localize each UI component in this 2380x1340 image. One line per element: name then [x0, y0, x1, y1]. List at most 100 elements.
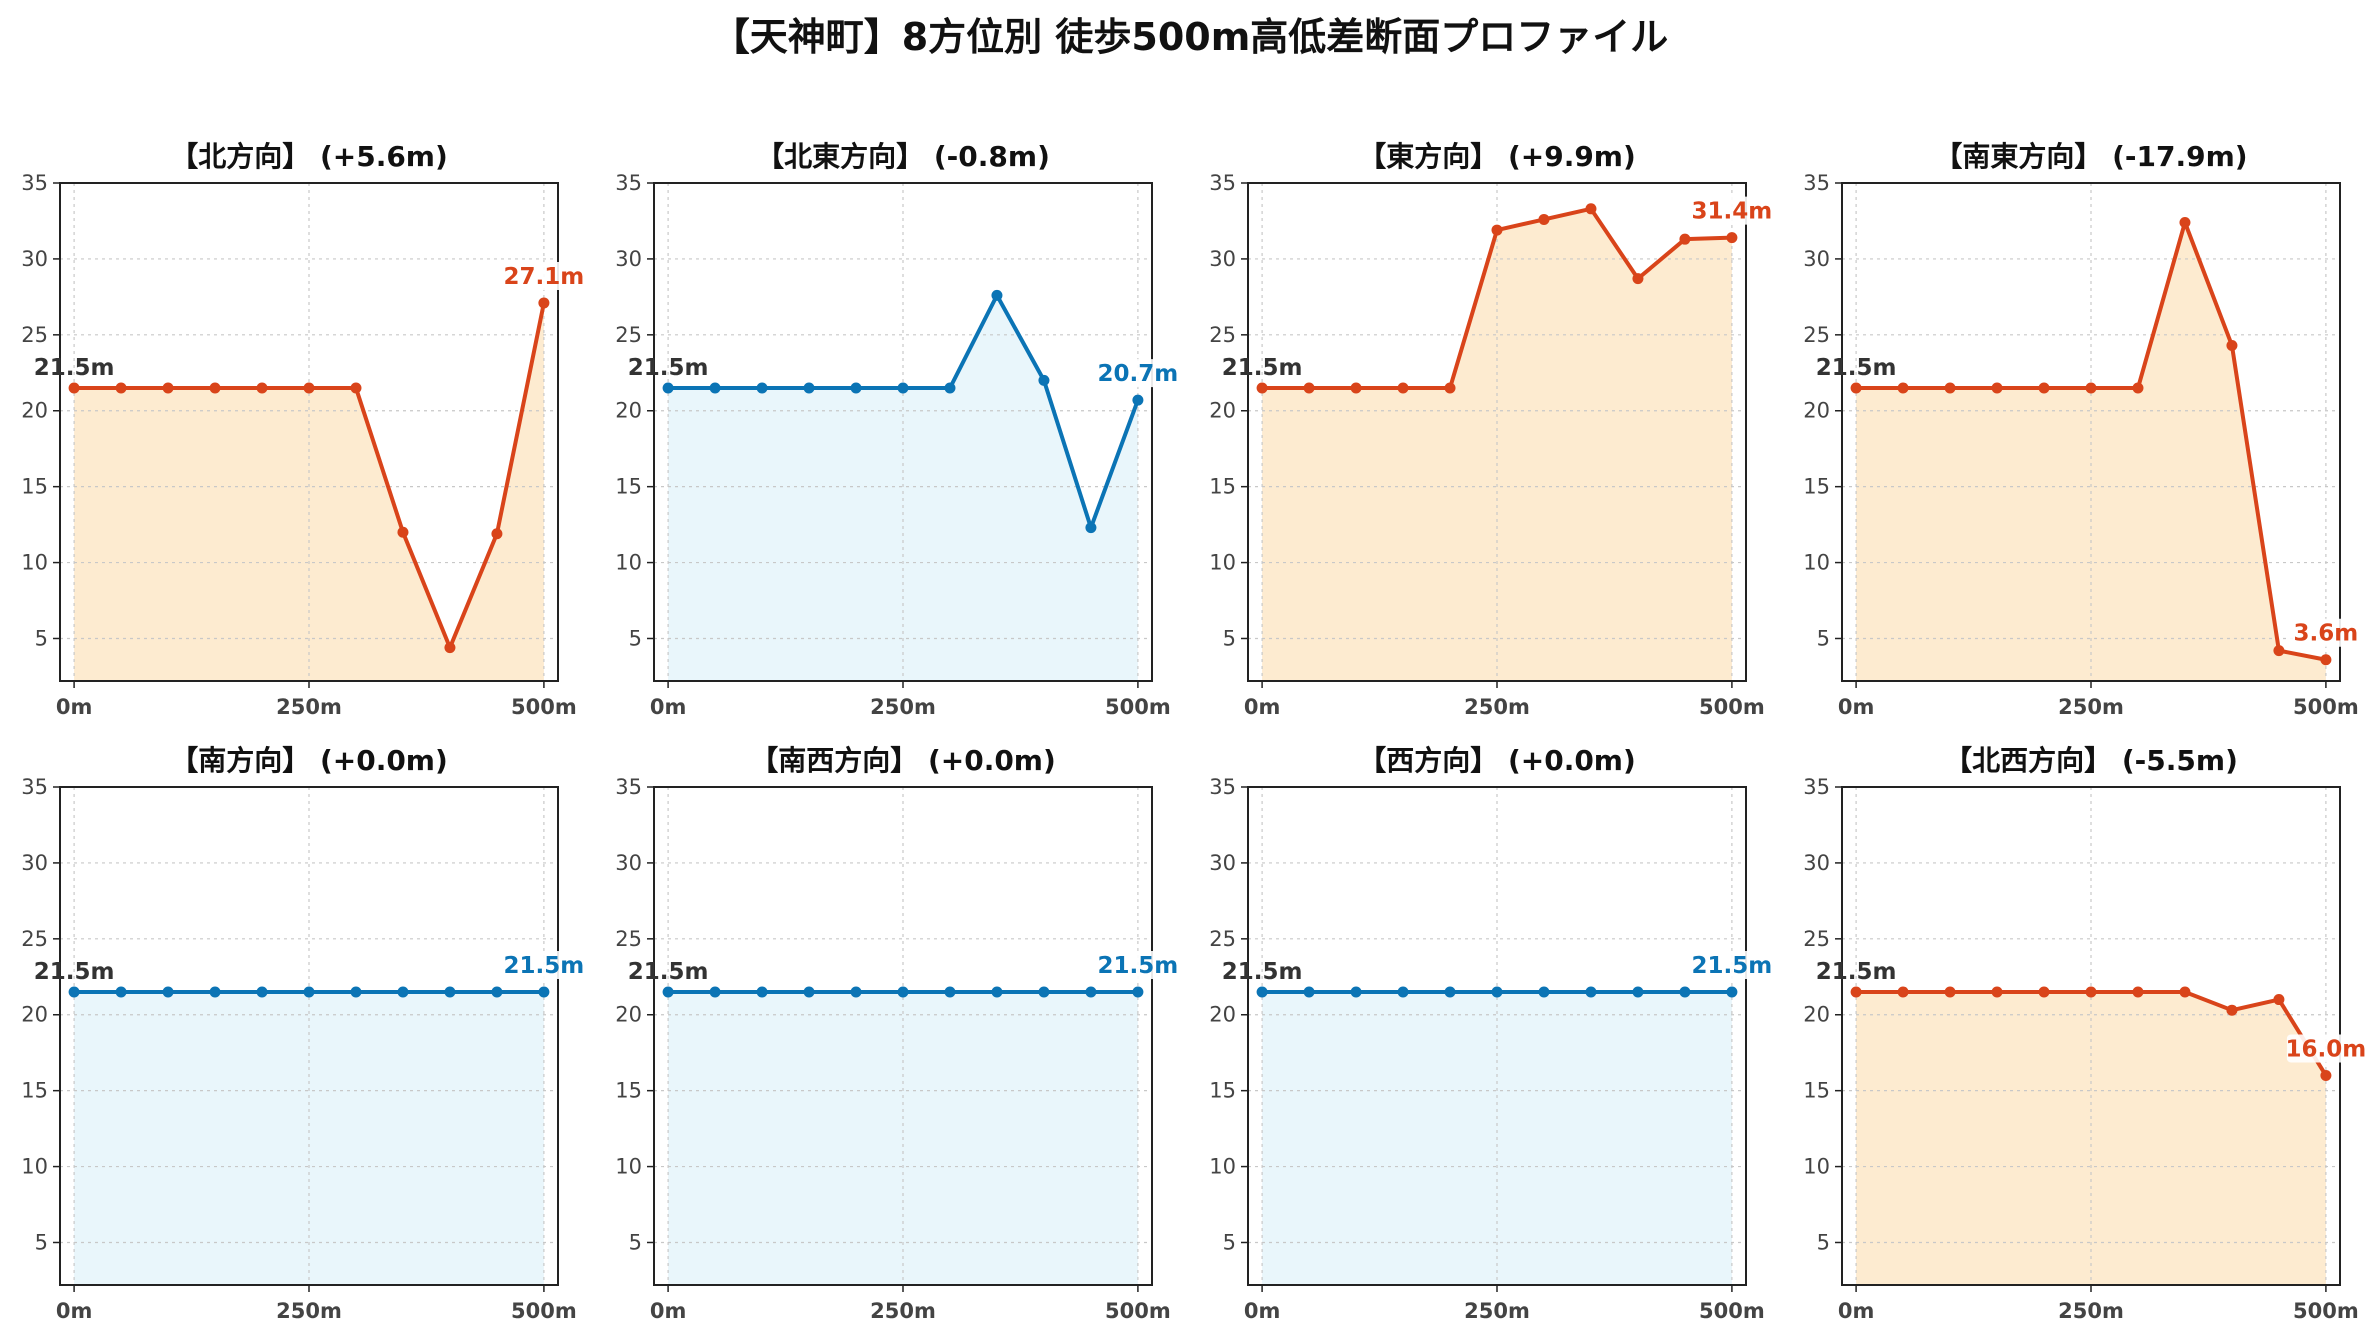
xtick-label: 0m — [1838, 1299, 1875, 1323]
xtick-label: 250m — [870, 1299, 936, 1323]
ytick-label: 5 — [1223, 1230, 1236, 1254]
ytick-label: 35 — [615, 171, 642, 195]
ytick-label: 25 — [21, 927, 48, 951]
ytick-label: 5 — [1817, 626, 1830, 650]
data-point — [803, 986, 815, 998]
data-point — [1632, 986, 1644, 998]
end-label-box — [1692, 950, 1771, 979]
ytick-label: 20 — [1803, 399, 1830, 423]
data-point — [897, 382, 909, 394]
ytick-label: 35 — [1803, 775, 1830, 799]
panel-title: 【南西方向】 (+0.0m) — [750, 744, 1056, 777]
end-value-label: 21.5m — [1692, 953, 1773, 979]
ytick-label: 15 — [21, 1079, 48, 1103]
xtick-label: 0m — [56, 695, 93, 719]
data-point — [2179, 216, 2191, 228]
data-point — [1491, 986, 1503, 998]
data-point — [1991, 986, 2003, 998]
ytick-label: 10 — [615, 1155, 642, 1179]
end-value-label: 21.5m — [504, 953, 585, 979]
end-label-box — [1692, 196, 1771, 225]
ytick-label: 30 — [1803, 851, 1830, 875]
ytick-label: 20 — [21, 1003, 48, 1027]
data-point — [1350, 382, 1362, 394]
data-point — [850, 382, 862, 394]
data-point — [1679, 986, 1691, 998]
ytick-label: 20 — [21, 399, 48, 423]
ytick-label: 20 — [1209, 399, 1236, 423]
xtick-label: 500m — [1105, 695, 1171, 719]
data-point — [209, 986, 221, 998]
data-point — [1897, 382, 1909, 394]
end-label-box — [504, 950, 583, 979]
data-point — [1256, 986, 1268, 998]
data-point — [538, 986, 550, 998]
end-value-label: 20.7m — [1098, 361, 1179, 387]
data-point — [2320, 1069, 2332, 1081]
ytick-label: 20 — [1803, 1003, 1830, 1027]
data-point — [1585, 986, 1597, 998]
start-value-label: 21.5m — [1816, 355, 1897, 381]
data-point — [1085, 986, 1097, 998]
end-value-label: 16.0m — [2286, 1036, 2367, 1062]
area-fill — [668, 295, 1138, 681]
ytick-label: 5 — [1223, 626, 1236, 650]
ytick-label: 15 — [615, 475, 642, 499]
data-point — [1038, 986, 1050, 998]
ytick-label: 30 — [615, 247, 642, 271]
data-point — [1850, 986, 1862, 998]
data-point — [444, 986, 456, 998]
panel-title: 【西方向】 (+0.0m) — [1358, 744, 1636, 777]
xtick-label: 0m — [1244, 695, 1281, 719]
ytick-label: 10 — [1209, 551, 1236, 575]
ytick-label: 15 — [1803, 475, 1830, 499]
xtick-label: 500m — [1105, 1299, 1171, 1323]
data-point — [1726, 986, 1738, 998]
ytick-label: 25 — [615, 927, 642, 951]
ytick-label: 15 — [1803, 1079, 1830, 1103]
ytick-label: 35 — [1803, 171, 1830, 195]
data-point — [115, 986, 127, 998]
panel-title: 【南方向】 (+0.0m) — [170, 744, 448, 777]
panel-title: 【北西方向】 (-5.5m) — [1944, 744, 2238, 777]
data-point — [397, 986, 409, 998]
data-point — [897, 986, 909, 998]
data-point — [2226, 339, 2238, 351]
chart-panel-6: 5 10 15 20 25 30 35 0m 250m 500m 【南西方向】 (+0.0m) 21.… — [615, 744, 1178, 1323]
xtick-label: 250m — [1464, 695, 1530, 719]
data-point — [1726, 232, 1738, 244]
data-point — [2085, 986, 2097, 998]
data-point — [2132, 986, 2144, 998]
ytick-label: 25 — [1209, 927, 1236, 951]
ytick-label: 15 — [1209, 1079, 1236, 1103]
ytick-label: 5 — [35, 1230, 48, 1254]
chart-panel-8: 5 10 15 20 25 30 35 0m 250m 500m 【北西方向】 (-5.5m) 21.… — [1803, 744, 2366, 1323]
data-point — [803, 382, 815, 394]
data-point — [162, 986, 174, 998]
data-point — [2320, 654, 2332, 666]
xtick-label: 500m — [511, 695, 577, 719]
data-point — [491, 986, 503, 998]
xtick-label: 0m — [1244, 1299, 1281, 1323]
data-point — [1897, 986, 1909, 998]
data-point — [1303, 382, 1315, 394]
data-point — [2038, 382, 2050, 394]
xtick-label: 500m — [1699, 1299, 1765, 1323]
ytick-label: 35 — [21, 775, 48, 799]
ytick-label: 20 — [1209, 1003, 1236, 1027]
data-point — [944, 986, 956, 998]
data-point — [850, 986, 862, 998]
data-point — [1944, 382, 1956, 394]
end-label-box — [504, 261, 583, 290]
data-point — [2226, 1004, 2238, 1016]
data-point — [68, 986, 80, 998]
chart-panel-4: 5 10 15 20 25 30 35 0m 250m 500m 【南東方向】 (-17.9m) 21… — [1803, 140, 2365, 719]
end-label-box — [2286, 1034, 2365, 1063]
data-point — [1632, 273, 1644, 285]
ytick-label: 5 — [1817, 1230, 1830, 1254]
start-value-label: 21.5m — [1816, 959, 1897, 985]
xtick-label: 0m — [650, 1299, 687, 1323]
data-point — [350, 986, 362, 998]
data-point — [991, 289, 1003, 301]
data-point — [256, 382, 268, 394]
